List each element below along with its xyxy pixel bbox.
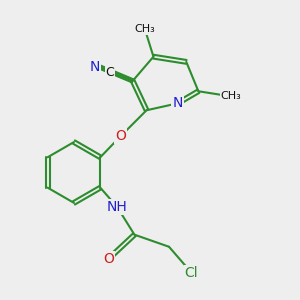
Text: C: C xyxy=(106,66,115,79)
Text: O: O xyxy=(103,252,114,266)
Text: N: N xyxy=(172,96,183,110)
Text: N: N xyxy=(89,60,100,74)
Text: O: O xyxy=(115,129,126,143)
Text: Cl: Cl xyxy=(185,266,198,280)
Text: NH: NH xyxy=(107,200,128,214)
Text: CH₃: CH₃ xyxy=(134,24,155,34)
Text: CH₃: CH₃ xyxy=(221,92,242,101)
